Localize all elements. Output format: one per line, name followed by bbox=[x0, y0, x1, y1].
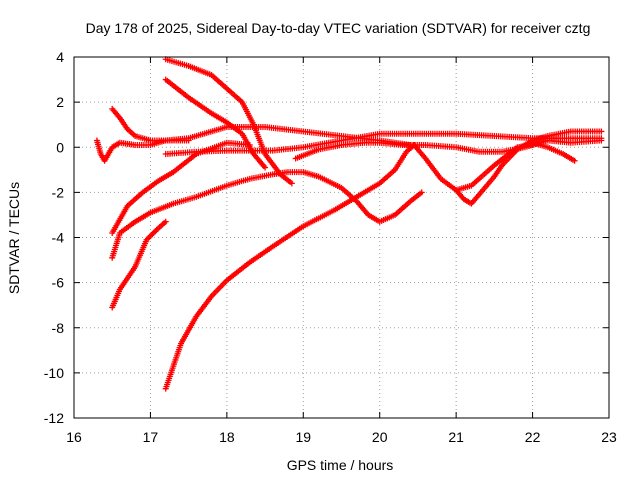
data-point bbox=[147, 232, 154, 239]
x-tick-label: 18 bbox=[219, 429, 235, 445]
data-point bbox=[152, 228, 159, 235]
y-tick-label: 0 bbox=[56, 139, 64, 155]
grid-lines bbox=[74, 57, 609, 418]
data-point bbox=[146, 233, 153, 240]
data-point bbox=[598, 137, 605, 144]
x-axis-label: GPS time / hours bbox=[287, 457, 394, 473]
data-point bbox=[262, 164, 269, 171]
y-tick-label: -12 bbox=[44, 410, 64, 426]
x-tick-label: 20 bbox=[372, 429, 388, 445]
y-tick-label: 4 bbox=[56, 49, 64, 65]
x-tick-label: 16 bbox=[66, 429, 82, 445]
y-tick-label: -10 bbox=[44, 365, 64, 381]
data-point bbox=[418, 189, 425, 196]
data-point bbox=[288, 180, 295, 187]
x-tick-label: 17 bbox=[143, 429, 159, 445]
data-point bbox=[185, 137, 192, 144]
y-tick-label: -2 bbox=[52, 184, 65, 200]
data-point bbox=[162, 218, 169, 225]
data-point bbox=[153, 226, 160, 233]
y-tick-label: -6 bbox=[52, 275, 65, 291]
data-point bbox=[571, 157, 578, 164]
x-tick-label: 23 bbox=[601, 429, 617, 445]
x-tick-label: 22 bbox=[525, 429, 541, 445]
y-tick-label: 2 bbox=[56, 94, 64, 110]
data-point bbox=[150, 229, 157, 236]
data-point bbox=[149, 231, 156, 238]
x-tick-label: 21 bbox=[448, 429, 464, 445]
data-points bbox=[93, 56, 605, 392]
y-tick-label: -8 bbox=[52, 320, 65, 336]
y-axis-label: SDTVAR / TECUs bbox=[6, 182, 22, 294]
data-point bbox=[598, 128, 605, 135]
x-tick-label: 19 bbox=[295, 429, 311, 445]
y-tick-label: -4 bbox=[52, 230, 65, 246]
data-point bbox=[246, 141, 253, 148]
chart-title: Day 178 of 2025, Sidereal Day-to-day VTE… bbox=[86, 20, 591, 36]
